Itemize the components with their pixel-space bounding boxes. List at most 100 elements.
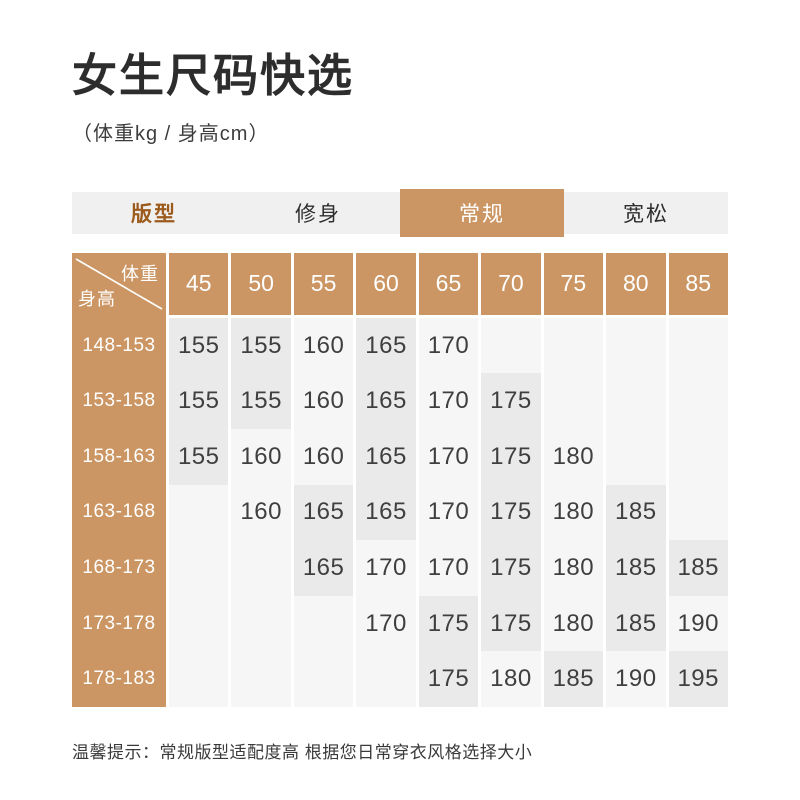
size-cell: 185	[668, 540, 728, 596]
weight-header: 85	[668, 252, 728, 315]
size-cell: 185	[606, 595, 666, 652]
size-cell-empty	[606, 428, 666, 485]
size-cell: 155	[169, 373, 229, 429]
header-body-gap	[356, 314, 416, 318]
size-cell-empty	[543, 373, 604, 429]
weight-column-85: 85 185 190 195	[668, 252, 728, 707]
weight-column-60: 60 165 165 165 165 170 170	[356, 252, 416, 707]
weight-column-65: 65 170 170 170 170 170 175 175	[418, 252, 479, 707]
size-cell-empty	[231, 540, 291, 596]
weight-header: 55	[293, 252, 354, 315]
tab-fit-option-2[interactable]: 常规	[400, 188, 564, 237]
size-cell: 155	[231, 317, 291, 374]
size-cell: 190	[606, 651, 666, 707]
header-body-gap	[668, 314, 728, 318]
size-cell: 170	[418, 428, 479, 485]
size-cell: 195	[668, 651, 728, 707]
weight-header: 70	[481, 252, 541, 315]
weight-column-70: 70 175 175 175 175 175 180	[481, 252, 541, 707]
size-cell: 170	[418, 373, 479, 429]
size-cell-empty	[668, 373, 728, 429]
size-cell: 185	[543, 651, 604, 707]
size-cell: 170	[418, 317, 479, 374]
size-cell: 165	[356, 373, 416, 429]
size-cell: 170	[418, 484, 479, 541]
size-cell: 170	[356, 540, 416, 596]
header-body-gap	[169, 314, 229, 318]
size-cell: 165	[293, 540, 354, 596]
size-cell-empty	[543, 317, 604, 374]
size-cell: 165	[356, 428, 416, 485]
table-corner-cell: 体重 身高	[72, 253, 166, 318]
header-body-gap	[293, 314, 354, 318]
size-cell: 180	[543, 428, 604, 485]
size-cell: 175	[481, 540, 541, 596]
size-cell-empty	[169, 595, 229, 652]
size-cell-empty	[231, 595, 291, 652]
size-cell: 175	[481, 373, 541, 429]
size-cell: 180	[543, 484, 604, 541]
weight-column-75: 75 180 180 180 180 185	[543, 252, 604, 707]
height-range-label: 173-178	[82, 612, 156, 634]
weight-column-45: 45 155 155 155	[169, 252, 229, 707]
size-cell-empty	[606, 373, 666, 429]
size-cell-empty	[668, 484, 728, 541]
size-cell: 175	[481, 484, 541, 541]
size-cell: 155	[231, 373, 291, 429]
height-range-label: 178-183	[82, 668, 156, 690]
weight-header: 65	[418, 252, 479, 315]
weight-column-55: 55 160 160 160 165 165	[293, 252, 354, 707]
size-cell: 190	[668, 595, 728, 652]
height-range-label: 163-168	[82, 501, 156, 523]
size-cell: 175	[481, 595, 541, 652]
size-cell-empty	[169, 540, 229, 596]
header-body-gap	[543, 314, 604, 318]
weight-header: 75	[543, 252, 604, 315]
size-cell-empty	[169, 651, 229, 707]
size-cell-empty	[668, 317, 728, 374]
size-cell: 165	[356, 317, 416, 374]
size-cell-empty	[293, 595, 354, 652]
size-cell: 160	[293, 317, 354, 374]
tab-fit-option-3[interactable]: 宽松	[623, 202, 669, 226]
diagonal-divider-icon	[75, 258, 163, 310]
size-cell: 165	[293, 484, 354, 541]
size-cell: 170	[418, 540, 479, 596]
size-cell-empty	[481, 317, 541, 374]
size-cell: 160	[293, 428, 354, 485]
height-header-column: 体重 身高 148-153 153-158 158-163 163-168 168-17…	[72, 252, 166, 707]
page-title: 女生尺码快选	[72, 50, 355, 101]
size-cell: 185	[606, 540, 666, 596]
weight-column-50: 50 155 155 160 160	[231, 252, 291, 707]
size-cell-empty	[169, 484, 229, 541]
tab-fit-option-1[interactable]: 修身	[295, 202, 341, 226]
size-cell: 160	[293, 373, 354, 429]
size-cell-empty	[231, 651, 291, 707]
size-cell-empty	[356, 651, 416, 707]
size-cell: 175	[481, 428, 541, 485]
size-cell-empty	[668, 428, 728, 485]
header-body-gap	[606, 314, 666, 318]
height-range-label: 168-173	[82, 556, 156, 578]
header-body-gap	[481, 314, 541, 318]
weight-header: 50	[231, 252, 291, 315]
size-cell: 185	[606, 484, 666, 541]
height-range-label: 153-158	[82, 390, 156, 412]
weight-header: 60	[356, 252, 416, 315]
size-cell: 180	[543, 540, 604, 596]
height-axis-label: 身高	[78, 288, 116, 309]
size-cell-empty	[293, 651, 354, 707]
size-cell: 160	[231, 428, 291, 485]
size-table: 体重 身高 148-153 153-158 158-163 163-168 168-17…	[72, 252, 728, 707]
tip-note: 温馨提示：常规版型适配度高 根据您日常穿衣风格选择大小	[72, 742, 533, 762]
height-range-label: 158-163	[82, 445, 156, 467]
weight-column-80: 80 185 185 185 190	[606, 252, 666, 707]
header-body-gap	[418, 314, 479, 318]
weight-header: 45	[169, 252, 229, 315]
weight-header: 80	[606, 252, 666, 315]
size-cell: 170	[356, 595, 416, 652]
size-cell-empty	[606, 317, 666, 374]
page-subtitle: （体重kg / 身高cm）	[72, 122, 270, 145]
size-cell: 175	[418, 595, 479, 652]
